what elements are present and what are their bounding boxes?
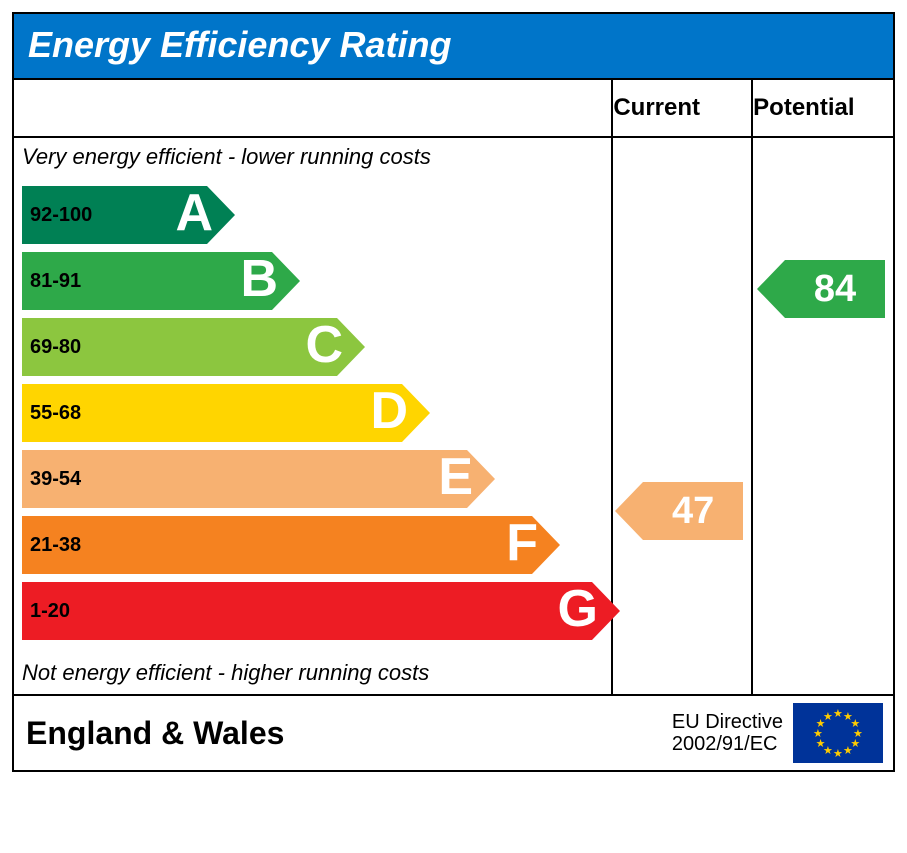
band-range-g: 1-20 <box>22 600 70 623</box>
directive-line1: EU Directive <box>672 711 783 733</box>
band-letter-g: G <box>558 579 598 639</box>
directive-line2: 2002/91/EC <box>672 733 783 755</box>
eu-star-icon: ★ <box>833 707 843 720</box>
footer-directive: EU Directive 2002/91/EC <box>672 711 793 755</box>
band-range-c: 69-80 <box>22 336 81 359</box>
current-column: 47 <box>613 138 753 694</box>
band-letter-c: C <box>305 315 343 375</box>
band-bar-a: 92-100A <box>22 186 207 244</box>
potential-column: 84 <box>753 138 893 694</box>
marker-arrow-icon <box>757 260 785 318</box>
band-bar-b: 81-91B <box>22 252 272 310</box>
column-headers: Current Potential <box>14 80 893 136</box>
caption-bottom: Not energy efficient - higher running co… <box>14 654 611 694</box>
caption-top: Very energy efficient - lower running co… <box>14 138 611 178</box>
band-letter-a: A <box>175 183 213 243</box>
band-c: 69-80 C <box>22 318 611 376</box>
band-letter-f: F <box>506 513 538 573</box>
band-letter-e: E <box>438 447 473 507</box>
band-bar-e: 39-54E <box>22 450 467 508</box>
chart-body: Very energy efficient - lower running co… <box>14 136 893 694</box>
band-f: 21-38 F <box>22 516 611 574</box>
bars-area: 92-100 A 81-91 B 69-80 C 55-68 D 39-54 E 21-38 F 1-2… <box>14 186 611 654</box>
band-b: 81-91 B <box>22 252 611 310</box>
band-range-e: 39-54 <box>22 468 81 491</box>
band-bar-f: 21-38F <box>22 516 532 574</box>
band-d: 55-68 D <box>22 384 611 442</box>
band-e: 39-54 E <box>22 450 611 508</box>
band-letter-b: B <box>240 249 278 309</box>
band-a: 92-100 A <box>22 186 611 244</box>
eu-flag-icon: ★★★★★★★★★★★★ <box>793 703 883 763</box>
band-letter-d: D <box>370 381 408 441</box>
header-current: Current <box>613 80 753 136</box>
header-bars-col <box>14 80 613 136</box>
potential-marker: 84 <box>785 260 885 318</box>
eu-star-icon: ★ <box>843 744 853 757</box>
current-marker: 47 <box>643 482 743 540</box>
eu-star-icon: ★ <box>823 710 833 723</box>
header-potential: Potential <box>753 80 893 136</box>
footer: England & Wales EU Directive 2002/91/EC … <box>14 694 893 770</box>
band-bar-d: 55-68D <box>22 384 402 442</box>
band-range-a: 92-100 <box>22 204 92 227</box>
footer-region: England & Wales <box>14 715 672 752</box>
band-range-d: 55-68 <box>22 402 81 425</box>
bars-column: Very energy efficient - lower running co… <box>14 138 613 694</box>
band-range-f: 21-38 <box>22 534 81 557</box>
band-bar-g: 1-20G <box>22 582 592 640</box>
marker-arrow-icon <box>615 482 643 540</box>
band-g: 1-20 G <box>22 582 611 640</box>
chart-frame: Current Potential Very energy efficient … <box>12 78 895 772</box>
chart-title: Energy Efficiency Rating <box>12 12 895 78</box>
band-range-b: 81-91 <box>22 270 81 293</box>
eu-star-icon: ★ <box>833 747 843 760</box>
band-bar-c: 69-80C <box>22 318 337 376</box>
